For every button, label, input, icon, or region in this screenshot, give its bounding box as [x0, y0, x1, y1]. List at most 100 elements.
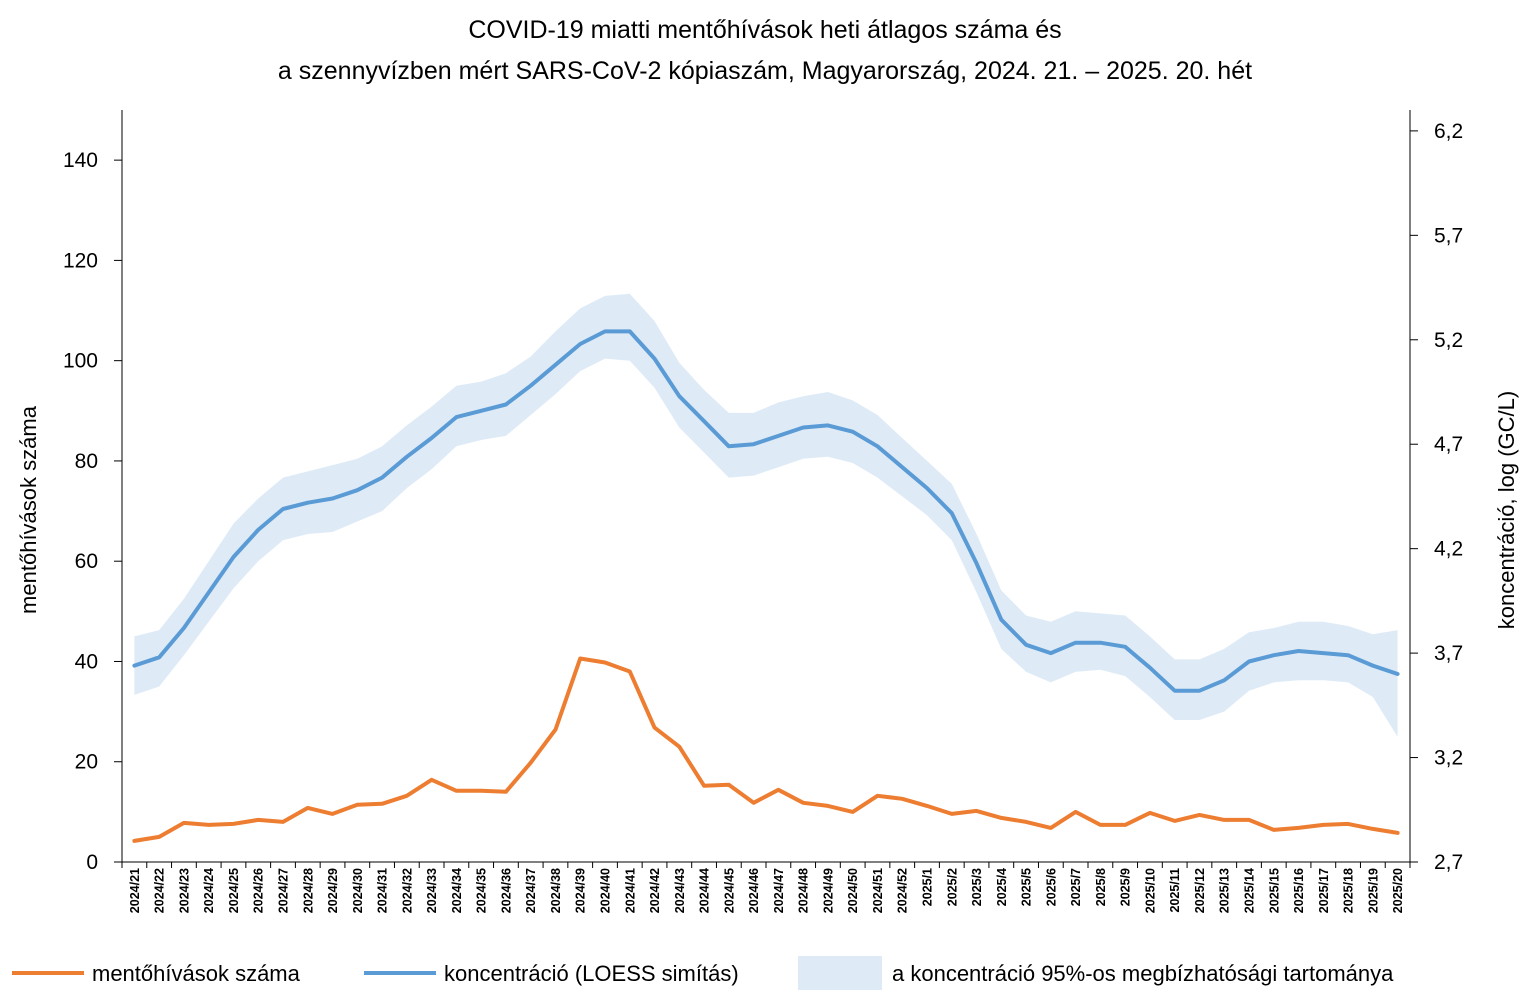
data-point-concentration — [877, 445, 878, 447]
y-tick-right-label: 4,2 — [1434, 538, 1463, 561]
data-point-ambulance-calls — [1174, 820, 1176, 822]
y-tick-left-label: 0 — [86, 851, 98, 874]
x-tick-label: 2025/13 — [1218, 868, 1232, 913]
x-tick-label: 2024/49 — [821, 868, 835, 913]
data-point-ambulance-calls — [753, 802, 755, 804]
confidence-band-area — [134, 293, 1398, 737]
data-point-ambulance-calls — [1149, 812, 1151, 814]
y-tick-left-label: 40 — [75, 650, 98, 673]
data-point-concentration — [1322, 652, 1324, 654]
data-point-concentration — [1273, 654, 1275, 656]
data-point-concentration — [257, 529, 259, 531]
data-point-concentration — [406, 456, 408, 458]
x-tick-label: 2024/30 — [351, 868, 365, 913]
data-point-concentration — [1149, 667, 1151, 669]
data-point-ambulance-calls — [1075, 811, 1077, 813]
x-tick-label: 2024/29 — [326, 868, 340, 913]
x-tick-label: 2025/2 — [945, 868, 959, 906]
data-point-concentration — [505, 404, 507, 405]
data-point-concentration — [1397, 673, 1399, 675]
x-tick-label: 2024/43 — [673, 868, 687, 913]
data-point-concentration — [1025, 644, 1027, 646]
data-point-concentration — [1124, 646, 1126, 648]
x-tick-label: 2025/12 — [1193, 868, 1207, 913]
data-point-concentration — [208, 592, 210, 593]
x-tick-label: 2024/28 — [301, 868, 315, 913]
data-point-ambulance-calls — [356, 804, 358, 806]
x-tick-label: 2024/22 — [153, 868, 167, 913]
y-tick-right-label: 5,2 — [1434, 329, 1463, 352]
data-point-ambulance-calls — [233, 823, 234, 825]
y-tick-left-label: 140 — [63, 149, 98, 172]
x-tick-label: 2025/16 — [1292, 868, 1306, 913]
data-point-ambulance-calls — [1298, 827, 1299, 829]
data-point-concentration — [1248, 661, 1250, 662]
data-point-ambulance-calls — [555, 729, 556, 731]
data-point-concentration — [158, 656, 160, 658]
data-point-concentration — [951, 512, 953, 514]
data-point-ambulance-calls — [678, 746, 680, 748]
data-point-concentration — [356, 489, 358, 491]
data-point-ambulance-calls — [530, 762, 532, 764]
x-tick-label: 2025/19 — [1366, 868, 1380, 913]
data-point-ambulance-calls — [431, 779, 433, 781]
x-tick-label: 2024/34 — [450, 868, 464, 913]
data-point-ambulance-calls — [1397, 832, 1399, 834]
data-point-concentration — [901, 466, 903, 468]
series-line-ambulance-calls — [132, 656, 1400, 843]
data-point-concentration — [753, 443, 755, 445]
data-point-concentration — [976, 562, 977, 564]
x-tick-label: 2024/26 — [252, 868, 266, 913]
y-tick-left-label: 120 — [63, 249, 98, 272]
x-tick-label: 2024/40 — [599, 868, 613, 913]
data-point-ambulance-calls — [703, 785, 705, 787]
x-tick-label: 2024/52 — [896, 868, 910, 913]
chart-title-line-1: COVID-19 miatti mentőhívások heti átlago… — [468, 16, 1061, 44]
y-tick-left-label: 80 — [75, 450, 98, 473]
data-point-concentration — [579, 343, 581, 345]
x-tick-label: 2024/41 — [623, 868, 637, 913]
data-point-concentration — [1223, 679, 1225, 681]
chart-title-line-2: a szennyvízben mért SARS-CoV-2 kópiaszám… — [278, 57, 1252, 85]
x-tick-label: 2025/3 — [970, 868, 984, 906]
x-tick-label: 2024/27 — [277, 868, 291, 913]
y-tick-left-label: 100 — [63, 350, 98, 373]
x-tick-label: 2025/17 — [1317, 868, 1331, 913]
x-tick-label: 2025/6 — [1044, 868, 1058, 906]
data-point-ambulance-calls — [777, 789, 779, 791]
x-tick-label: 2024/44 — [698, 868, 712, 913]
legend-item: a koncentráció 95%-os megbízhatósági tar… — [798, 956, 1394, 990]
x-tick-label: 2024/24 — [202, 868, 216, 913]
data-point-ambulance-calls — [1372, 828, 1374, 830]
x-tick-label: 2024/39 — [574, 868, 588, 913]
data-point-ambulance-calls — [480, 790, 482, 792]
y-tick-right-label: 4,7 — [1434, 433, 1463, 456]
data-point-concentration — [1174, 690, 1176, 692]
legend-label: mentőhívások száma — [92, 961, 301, 986]
legend-label: a koncentráció 95%-os megbízhatósági tar… — [892, 961, 1394, 986]
x-tick-label: 2025/11 — [1168, 868, 1182, 913]
x-tick-label: 2024/32 — [400, 868, 414, 913]
data-point-ambulance-calls — [976, 810, 977, 812]
data-point-concentration — [307, 502, 309, 504]
data-point-concentration — [1199, 690, 1200, 692]
x-tick-label: 2024/46 — [747, 868, 761, 913]
x-tick-label: 2024/25 — [227, 868, 241, 913]
confidence-band-layer — [134, 293, 1398, 737]
legend: mentőhívások száma koncentráció (LOESS si… — [12, 956, 1394, 990]
data-point-concentration — [1347, 654, 1349, 656]
data-point-concentration — [728, 445, 730, 447]
x-tick-label: 2024/50 — [846, 868, 860, 913]
data-point-ambulance-calls — [455, 790, 457, 792]
x-tick-label: 2024/21 — [128, 868, 142, 913]
data-point-concentration — [332, 498, 333, 499]
x-tick-label: 2025/14 — [1243, 868, 1257, 913]
legend-item: mentőhívások száma — [12, 961, 301, 986]
chart-title: COVID-19 miatti mentőhívások heti átlago… — [278, 16, 1252, 85]
data-point-ambulance-calls — [1025, 821, 1027, 823]
data-point-ambulance-calls — [1050, 827, 1052, 829]
x-tick-label: 2024/48 — [797, 868, 811, 913]
y-tick-left-label: 60 — [75, 550, 98, 573]
data-point-ambulance-calls — [827, 805, 829, 807]
